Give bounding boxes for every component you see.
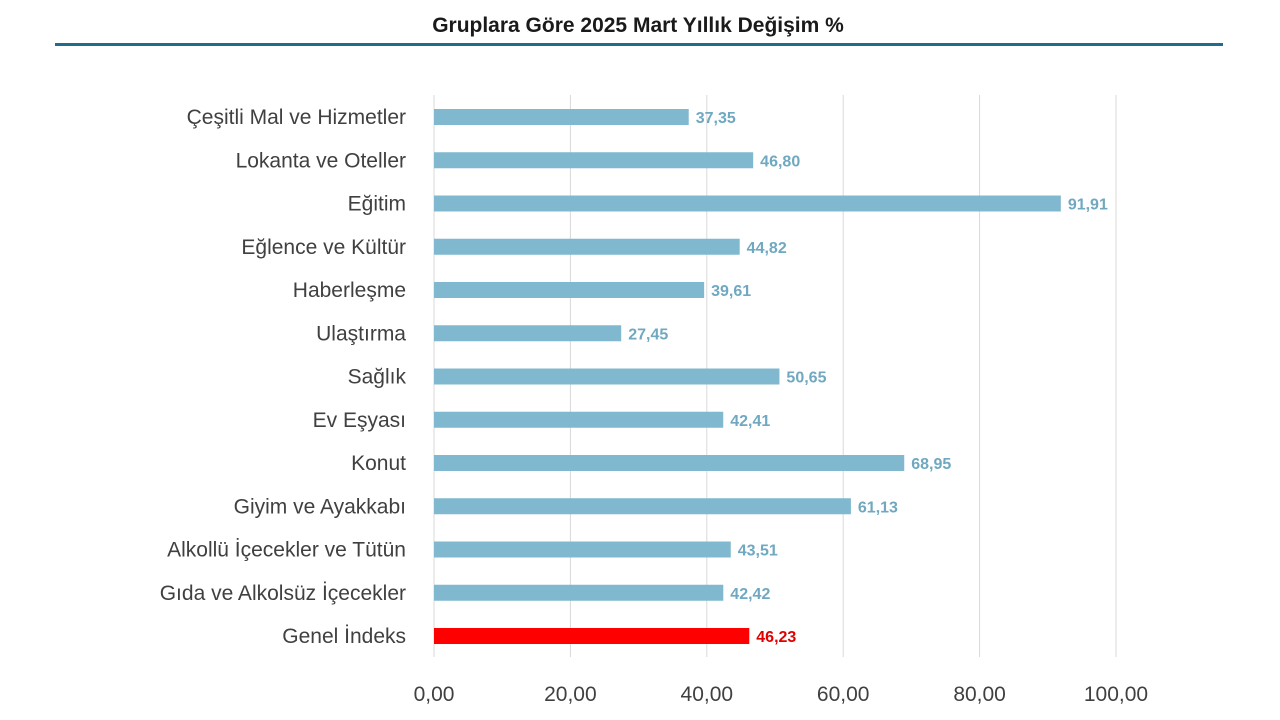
x-tick-label: 60,00 [817, 683, 870, 706]
category-label: Giyim ve Ayakkabı [234, 495, 406, 518]
bar [434, 109, 689, 125]
bar [434, 195, 1061, 212]
category-label: Lokanta ve Oteller [236, 149, 406, 172]
title-rule [55, 43, 1223, 46]
category-label: Eğitim [348, 193, 406, 216]
data-label: 44,82 [747, 240, 787, 257]
data-label: 42,42 [730, 586, 770, 603]
category-label: Eğlence ve Kültür [241, 236, 406, 259]
bar [434, 238, 740, 255]
bar [434, 368, 780, 385]
data-label: 91,91 [1068, 197, 1108, 214]
bar [434, 455, 905, 471]
x-tick-label: 20,00 [544, 683, 597, 706]
data-label: 42,41 [730, 413, 770, 430]
data-label: 68,95 [911, 456, 951, 473]
category-label: Ev Eşyası [313, 409, 406, 432]
category-label: Haberleşme [293, 279, 406, 302]
category-labels: Çeşitli Mal ve Hizmetler Lokanta ve Otell… [160, 106, 407, 648]
data-label: 39,61 [711, 283, 751, 300]
category-label: Konut [351, 452, 406, 475]
data-label: 46,80 [760, 153, 800, 170]
category-label: Genel İndeks [282, 625, 406, 648]
bar [434, 411, 724, 428]
data-label: 46,23 [756, 629, 796, 646]
category-label: Çeşitli Mal ve Hizmetler [187, 106, 406, 129]
bar [434, 584, 724, 601]
bar [434, 498, 851, 515]
bar [434, 628, 750, 644]
data-label: 61,13 [858, 499, 898, 516]
chart-title: Gruplara Göre 2025 Mart Yıllık Değişim % [432, 14, 844, 37]
x-tick-labels: 0,00 20,00 40,00 60,00 80,00 100,00 [414, 683, 1149, 706]
category-label: Alkollü İçecekler ve Tütün [167, 539, 406, 562]
x-tick-label: 80,00 [953, 683, 1006, 706]
category-label: Sağlık [348, 366, 407, 389]
category-label: Gıda ve Alkolsüz İçecekler [160, 582, 406, 605]
x-tick-label: 0,00 [414, 683, 455, 706]
data-label: 27,45 [628, 326, 668, 343]
data-label: 37,35 [696, 110, 736, 127]
value-labels: 37,35 46,80 91,91 44,82 39,61 27,45 50,65 42,41… [628, 110, 1108, 646]
bar [434, 152, 754, 169]
category-label: Ulaştırma [316, 322, 406, 345]
bar [434, 282, 705, 298]
bar [434, 541, 731, 558]
bar [434, 325, 622, 342]
data-label: 43,51 [738, 543, 778, 560]
x-tick-label: 40,00 [681, 683, 734, 706]
data-label: 50,65 [786, 370, 826, 387]
x-tick-label: 100,00 [1084, 683, 1148, 706]
bar-layer [434, 109, 1061, 644]
